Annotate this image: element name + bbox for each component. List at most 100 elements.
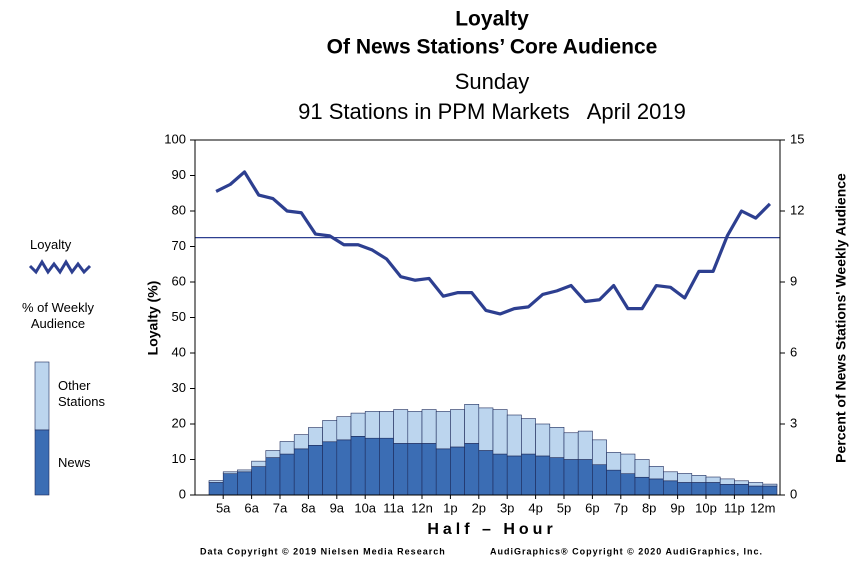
bar (450, 446, 465, 496)
bar (691, 482, 707, 496)
bar (748, 482, 764, 487)
x-tick-label: 5a (216, 500, 231, 515)
bar (450, 409, 465, 448)
y2-tick-label: 9 (790, 273, 797, 288)
bar (478, 407, 494, 451)
y-tick-label: 80 (172, 202, 186, 217)
bar (592, 464, 607, 496)
bar (407, 443, 423, 496)
chart-title: Loyalty (455, 8, 529, 31)
bar (549, 457, 565, 496)
bar (648, 466, 664, 480)
legend-swatch (34, 361, 50, 431)
x-axis-label: Half – Hour (427, 521, 556, 538)
bar (762, 483, 778, 487)
bar (634, 459, 650, 478)
bar (421, 409, 437, 444)
y-axis-label: Loyalty (%) (145, 281, 161, 356)
footer: Data Copyright © 2019 Nielsen Media Rese… (200, 546, 446, 556)
bar (549, 427, 565, 458)
bar (677, 482, 693, 496)
bar (379, 411, 394, 439)
legend-swatch (34, 429, 50, 496)
bar (407, 411, 423, 444)
x-tick-label: 12m (750, 500, 775, 515)
x-tick-label: 7p (614, 500, 628, 515)
bar (279, 453, 295, 496)
bar (464, 404, 480, 444)
bar (308, 444, 323, 496)
bar (606, 469, 622, 496)
bar (577, 459, 593, 496)
y2-tick-label: 0 (790, 486, 797, 501)
y2-tick-label: 12 (790, 202, 804, 217)
bar (634, 476, 650, 496)
x-tick-label: 1p (443, 500, 457, 515)
legend-label: Other Stations (58, 378, 105, 409)
legend-label: Loyalty (30, 237, 72, 252)
bar (379, 437, 394, 496)
y-tick-label: 70 (172, 238, 186, 253)
bar (293, 434, 309, 450)
y2-tick-label: 6 (790, 344, 797, 359)
bar (620, 473, 636, 496)
bar (208, 482, 224, 496)
bar (521, 418, 536, 455)
y-tick-label: 100 (164, 131, 186, 146)
bar (464, 443, 480, 496)
y-tick-label: 0 (179, 486, 186, 501)
x-tick-label: 10p (695, 500, 717, 515)
bar (265, 450, 281, 458)
bar (251, 466, 267, 496)
bar (208, 480, 224, 483)
bar (663, 471, 678, 482)
x-tick-label: 11p (724, 500, 745, 515)
bar (237, 471, 252, 496)
bar (222, 471, 238, 475)
bar (251, 460, 267, 467)
bar (350, 436, 366, 496)
x-tick-label: 7a (273, 500, 288, 515)
bar (677, 473, 693, 483)
bar (435, 448, 451, 496)
bar (336, 439, 352, 496)
bar (535, 455, 551, 496)
bar (336, 416, 352, 441)
y2-tick-label: 3 (790, 415, 797, 430)
bar (748, 485, 764, 496)
bar (322, 441, 338, 496)
bar (762, 485, 778, 496)
line (215, 170, 772, 316)
bar (364, 411, 380, 439)
bar (222, 473, 238, 496)
x-tick-label: 11a (383, 500, 404, 515)
bar (279, 441, 295, 455)
bar (705, 482, 721, 496)
bar (237, 469, 252, 473)
x-tick-label: 6a (244, 500, 259, 515)
bar (364, 437, 380, 496)
bar (322, 420, 338, 443)
bar (492, 409, 508, 455)
y-tick-label: 20 (172, 415, 186, 430)
y-tick-label: 50 (172, 309, 186, 324)
bar (577, 430, 593, 460)
bar (506, 455, 522, 496)
bar (606, 452, 622, 471)
x-tick-label: 9p (670, 500, 684, 515)
bar (563, 459, 579, 496)
bar (691, 475, 707, 483)
y-tick-label: 60 (172, 273, 186, 288)
chart-subtitle: 91 Stations in PPM Markets April 2019 (298, 99, 686, 124)
x-tick-label: 3p (500, 500, 514, 515)
x-tick-label: 2p (472, 500, 486, 515)
bar (705, 476, 721, 483)
x-tick-label: 5p (557, 500, 571, 515)
x-tick-label: 8p (642, 500, 656, 515)
bar (648, 478, 664, 496)
bar (265, 457, 281, 496)
y-tick-label: 40 (172, 344, 186, 359)
x-tick-label: 12n (411, 500, 433, 515)
